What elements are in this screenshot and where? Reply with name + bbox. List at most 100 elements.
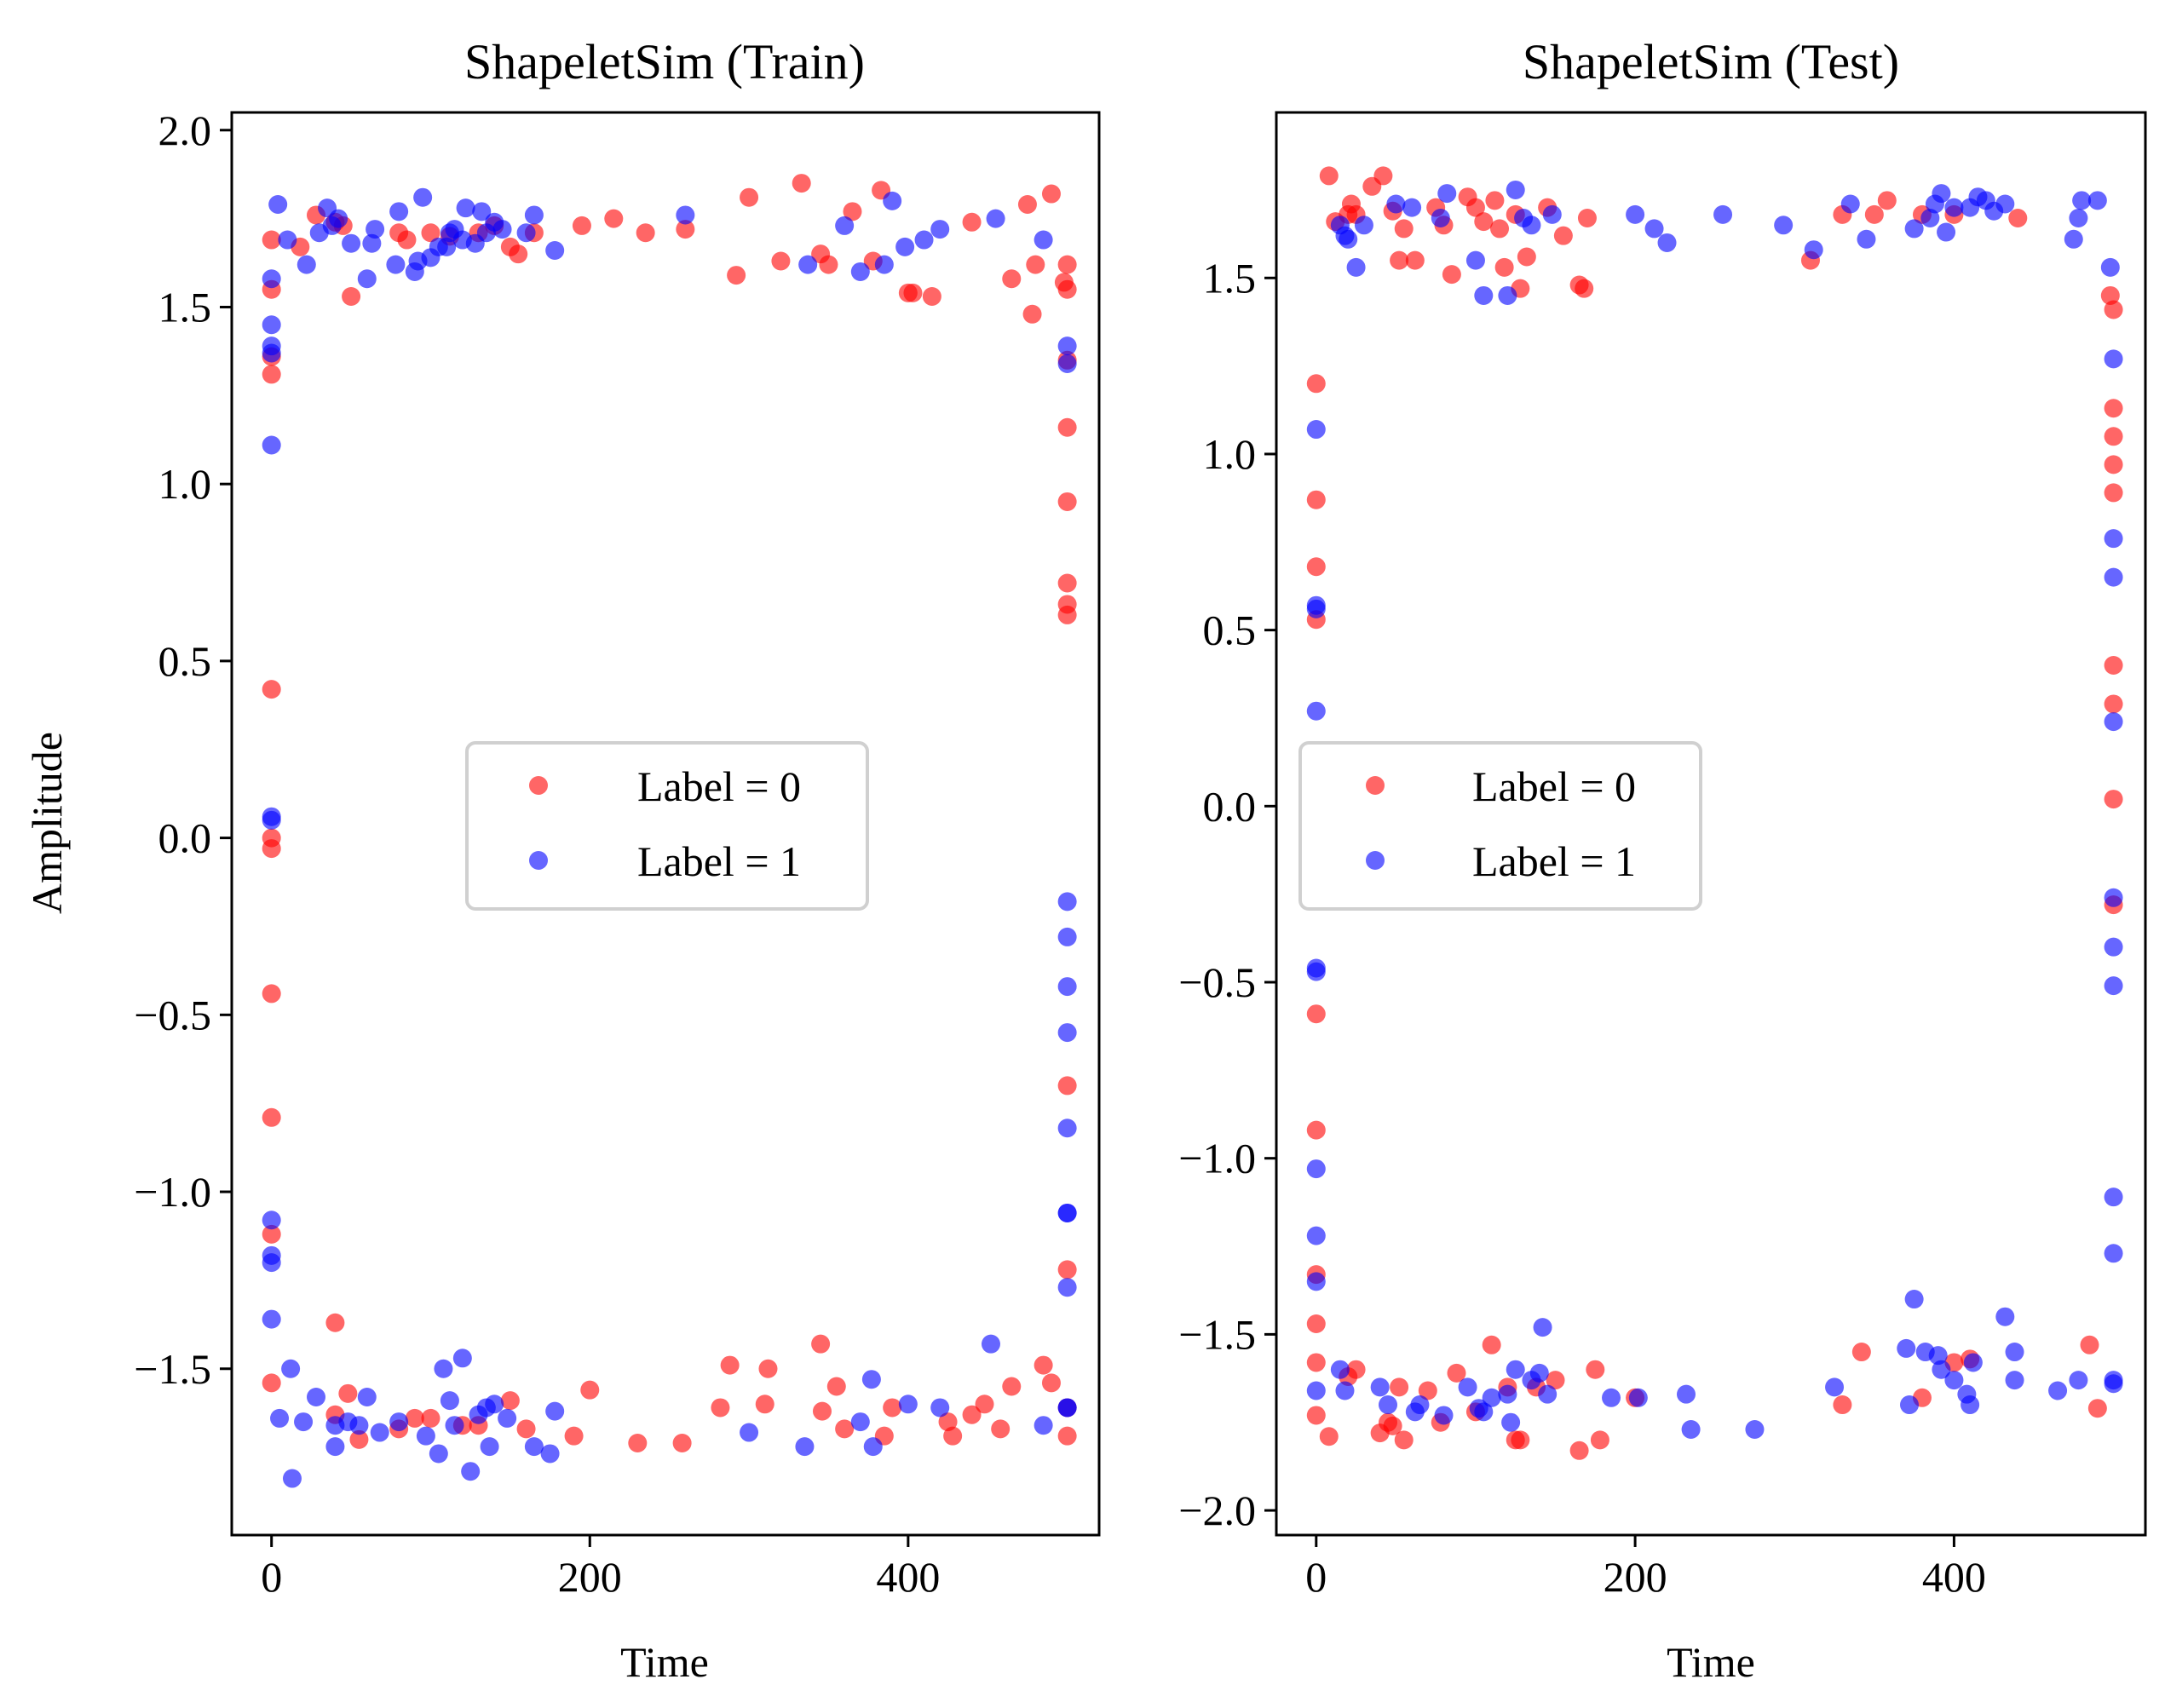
legend-test: Label = 0 Label = 1 [1298, 741, 1702, 911]
data-point-label-0-train [672, 1433, 692, 1452]
data-point-label-1-test [1928, 1346, 1948, 1366]
data-point-label-0-test [1465, 198, 1485, 217]
data-point-label-1-test [1900, 1395, 1920, 1415]
data-point-label-1-train [325, 1437, 345, 1457]
data-point-label-1-test [1506, 1360, 1525, 1379]
data-point-label-1-train [270, 1408, 290, 1428]
data-point-label-1-train [268, 195, 288, 215]
data-point-label-1-test [2104, 1374, 2123, 1394]
data-point-label-1-test [1995, 1307, 2015, 1326]
data-point-label-1-train [386, 255, 406, 274]
data-point-label-1-test [1346, 257, 1366, 277]
data-point-label-1-train [850, 1412, 870, 1432]
data-point-label-1-train [452, 1349, 472, 1368]
data-point-label-0-train [1057, 255, 1077, 274]
data-point-label-0-train [1057, 1076, 1077, 1096]
data-point-label-1-train [262, 1309, 281, 1329]
data-point-label-1-test [1944, 198, 1964, 217]
x-tick-label-train: 200 [558, 1553, 622, 1601]
data-point-label-1-train [863, 1437, 883, 1457]
data-point-label-0-train [338, 1383, 358, 1403]
y-tick-label-test: 0.0 [1203, 782, 1257, 830]
chart-title-test: ShapeletSim (Test) [1523, 34, 1899, 89]
data-point-label-1-test [2104, 1188, 2123, 1207]
data-point-label-1-train [342, 233, 361, 253]
data-point-label-1-test [1306, 1381, 1326, 1400]
data-point-label-1-train [357, 1387, 377, 1406]
data-point-label-0-test [2104, 399, 2123, 418]
data-point-label-0-test [1490, 219, 1510, 239]
data-point-label-1-train [795, 1437, 815, 1457]
panel-test: ShapeletSim (Test) Time 0 200 400 −2.0 −1.5 −… [1178, 34, 2147, 1686]
data-point-label-1-train [524, 1437, 544, 1457]
data-point-label-1-train [498, 1408, 517, 1428]
data-point-label-1-test [1825, 1377, 1845, 1397]
data-point-label-1-train [349, 1416, 369, 1435]
data-point-label-1-test [2104, 529, 2123, 549]
data-point-label-0-train [628, 1433, 648, 1452]
data-point-label-1-test [2064, 229, 2083, 249]
data-point-label-1-test [2100, 257, 2120, 277]
data-point-label-1-train [981, 1334, 1000, 1354]
data-point-label-1-train [1057, 354, 1077, 373]
data-point-label-0-test [1306, 1353, 1326, 1372]
data-point-label-1-test [2048, 1381, 2068, 1400]
data-point-label-1-test [1498, 1384, 1517, 1404]
data-point-label-0-train [903, 283, 923, 302]
y-axis-label-train: Amplitude [23, 732, 71, 914]
data-point-label-0-test [1442, 265, 1461, 285]
data-point-label-0-train [572, 216, 591, 235]
data-point-label-0-train [1034, 1355, 1053, 1375]
data-point-label-1-train [429, 1444, 448, 1464]
data-point-label-1-test [1437, 184, 1457, 204]
y-tick-label-test: −1.0 [1178, 1135, 1256, 1182]
y-tick-label-test: −2.0 [1178, 1487, 1256, 1534]
data-point-label-0-train [1002, 1377, 1022, 1396]
data-point-label-0-test [2104, 655, 2123, 675]
data-point-label-1-train [370, 1423, 389, 1442]
data-point-label-0-test [1418, 1381, 1437, 1400]
data-point-label-1-train [883, 191, 902, 210]
x-axis-label-train: Time [620, 1638, 709, 1686]
data-point-label-1-train [306, 1387, 325, 1406]
data-point-label-1-train [914, 230, 934, 250]
data-point-label-0-test [2104, 427, 2123, 446]
data-point-label-0-test [1306, 1120, 1326, 1140]
data-point-label-0-train [262, 1224, 281, 1244]
data-point-label-0-test [1447, 1363, 1466, 1383]
data-point-label-1-test [1628, 1388, 1648, 1407]
data-point-label-0-test [1833, 1395, 1852, 1415]
data-point-label-0-train [1057, 605, 1077, 624]
data-point-label-1-train [1034, 1416, 1053, 1435]
data-point-label-1-train [740, 1423, 759, 1442]
data-point-label-1-train [262, 315, 281, 335]
data-point-label-1-train [262, 1211, 281, 1230]
legend-marker-label-0-test [1366, 776, 1385, 795]
data-point-label-1-train [262, 810, 281, 830]
data-point-label-1-test [1681, 1419, 1701, 1439]
y-tick-label-test: −1.5 [1178, 1310, 1256, 1358]
data-point-label-1-test [1840, 194, 1860, 214]
plot-frame-train [230, 111, 1101, 1537]
data-point-label-1-test [1354, 216, 1373, 235]
data-point-label-1-test [1804, 240, 1823, 260]
data-point-label-1-test [1306, 962, 1326, 981]
chart-title-train: ShapeletSim (Train) [464, 34, 865, 89]
data-point-label-0-train [604, 209, 624, 228]
y-tick-label-test: 0.5 [1203, 607, 1257, 654]
data-point-label-1-test [1657, 233, 1677, 252]
data-point-label-0-train [262, 984, 281, 1004]
data-point-label-1-test [1379, 1395, 1398, 1415]
data-point-label-0-train [580, 1380, 600, 1400]
data-point-label-1-train [278, 230, 297, 250]
data-point-label-0-train [720, 1355, 740, 1375]
plot-frame-test [1275, 111, 2147, 1537]
data-point-label-0-train [740, 187, 759, 207]
data-point-label-1-train [895, 237, 915, 256]
data-point-label-1-test [1474, 285, 1494, 305]
legend-label-0-test: Label = 0 [1472, 762, 1636, 810]
data-point-label-0-train [1057, 417, 1077, 437]
data-point-label-1-train [434, 1359, 453, 1378]
data-point-label-1-train [262, 343, 281, 363]
